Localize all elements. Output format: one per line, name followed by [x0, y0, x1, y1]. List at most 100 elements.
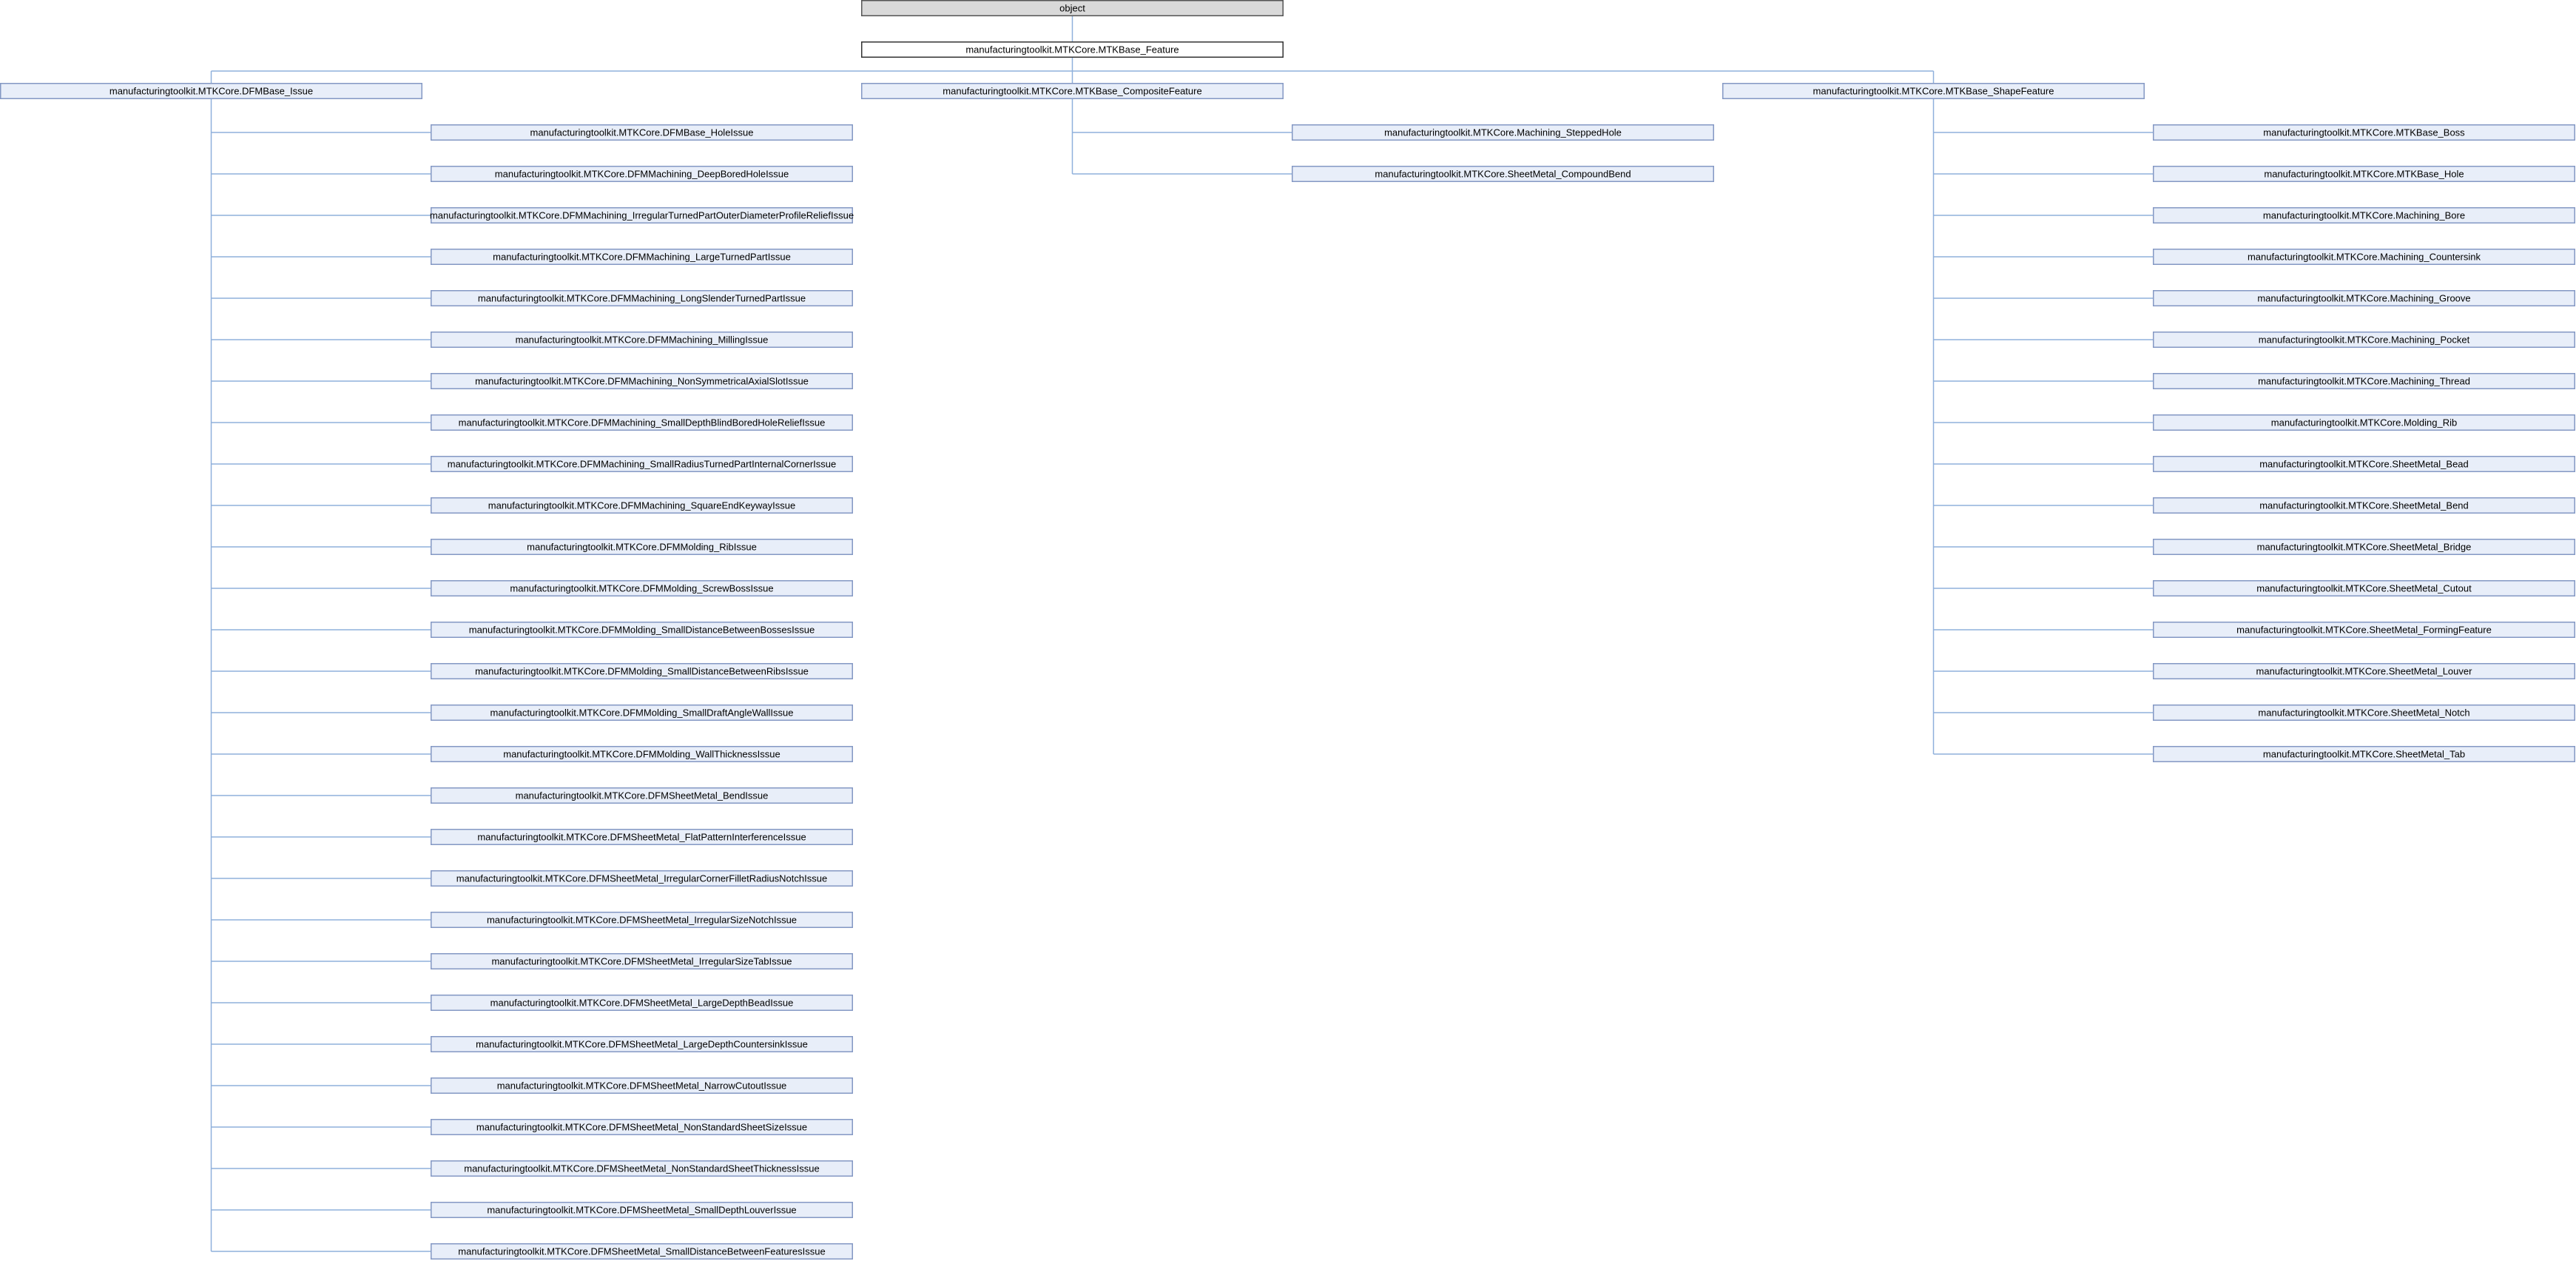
class-label[interactable]: object	[1059, 2, 1085, 13]
class-box[interactable]	[431, 1119, 853, 1135]
class-label[interactable]: manufacturingtoolkit.MTKCore.DFMMachinin…	[459, 417, 826, 428]
class-box[interactable]	[1722, 83, 2145, 99]
class-box[interactable]	[431, 787, 853, 804]
class-label[interactable]: manufacturingtoolkit.MTKCore.Machining_C…	[2248, 251, 2481, 262]
class-box[interactable]	[431, 166, 853, 182]
class-box[interactable]	[431, 746, 853, 762]
class-box[interactable]	[431, 1077, 853, 1094]
class-label[interactable]: manufacturingtoolkit.MTKCore.DFMBase_Iss…	[109, 85, 313, 96]
class-label[interactable]: manufacturingtoolkit.MTKCore.SheetMetal_…	[2263, 748, 2465, 759]
class-label[interactable]: manufacturingtoolkit.MTKCore.DFMSheetMet…	[497, 1080, 787, 1091]
class-label[interactable]: manufacturingtoolkit.MTKCore.DFMSheetMet…	[476, 1038, 808, 1049]
class-box[interactable]	[2153, 580, 2575, 596]
class-box[interactable]	[2153, 414, 2575, 431]
class-label[interactable]: manufacturingtoolkit.MTKCore.Machining_B…	[2263, 209, 2465, 221]
class-box[interactable]	[861, 83, 1284, 99]
class-box[interactable]	[431, 705, 853, 721]
class-label[interactable]: manufacturingtoolkit.MTKCore.DFMSheetMet…	[487, 914, 797, 925]
class-label[interactable]: manufacturingtoolkit.MTKCore.DFMMachinin…	[488, 500, 795, 511]
class-box[interactable]	[431, 290, 853, 306]
class-box[interactable]	[431, 663, 853, 679]
class-box[interactable]	[861, 0, 1284, 16]
class-box[interactable]	[431, 207, 853, 223]
class-label[interactable]: manufacturingtoolkit.MTKCore.Molding_Rib	[2271, 417, 2457, 428]
class-box[interactable]	[2153, 332, 2575, 348]
class-box[interactable]	[431, 829, 853, 845]
class-box[interactable]	[431, 995, 853, 1011]
class-box[interactable]	[1292, 166, 1714, 182]
class-label[interactable]: manufacturingtoolkit.MTKCore.SheetMetal_…	[2259, 458, 2469, 469]
class-label[interactable]: manufacturingtoolkit.MTKCore.SheetMetal_…	[2259, 500, 2469, 511]
class-label[interactable]: manufacturingtoolkit.MTKCore.SheetMetal_…	[1375, 168, 1631, 179]
class-box[interactable]	[431, 1243, 853, 1260]
class-box[interactable]	[2153, 663, 2575, 679]
class-box[interactable]	[2153, 456, 2575, 472]
class-label[interactable]: manufacturingtoolkit.MTKCore.DFMSheetMet…	[477, 831, 806, 842]
class-label[interactable]: manufacturingtoolkit.MTKCore.MTKBase_Hol…	[2264, 168, 2464, 179]
class-label[interactable]: manufacturingtoolkit.MTKCore.DFMMolding_…	[510, 582, 773, 593]
class-label[interactable]: manufacturingtoolkit.MTKCore.SheetMetal_…	[2256, 582, 2472, 593]
class-box[interactable]	[861, 41, 1284, 58]
class-label[interactable]: manufacturingtoolkit.MTKCore.DFMMolding_…	[527, 541, 757, 552]
class-label[interactable]: manufacturingtoolkit.MTKCore.DFMSheetMet…	[456, 872, 827, 884]
class-box[interactable]	[2153, 166, 2575, 182]
class-box[interactable]	[431, 332, 853, 348]
class-label[interactable]: manufacturingtoolkit.MTKCore.MTKBase_Fea…	[965, 44, 1179, 55]
class-label[interactable]: manufacturingtoolkit.MTKCore.DFMSheetMet…	[490, 997, 794, 1008]
class-label[interactable]: manufacturingtoolkit.MTKCore.DFMMachinin…	[493, 251, 791, 262]
class-label[interactable]: manufacturingtoolkit.MTKCore.Machining_P…	[2259, 334, 2470, 345]
class-label[interactable]: manufacturingtoolkit.MTKCore.DFMMachinin…	[430, 209, 854, 221]
class-box[interactable]	[431, 1160, 853, 1177]
class-box[interactable]	[2153, 207, 2575, 223]
class-box[interactable]	[431, 249, 853, 265]
class-box[interactable]	[431, 497, 853, 514]
class-label[interactable]: manufacturingtoolkit.MTKCore.Machining_T…	[2258, 375, 2470, 386]
class-label[interactable]: manufacturingtoolkit.MTKCore.DFMMachinin…	[448, 458, 837, 469]
class-box[interactable]	[431, 580, 853, 596]
class-box[interactable]	[2153, 539, 2575, 555]
class-box[interactable]	[0, 83, 422, 99]
class-label[interactable]: manufacturingtoolkit.MTKCore.DFMMachinin…	[478, 292, 806, 303]
class-box[interactable]	[431, 1036, 853, 1052]
class-box[interactable]	[431, 456, 853, 472]
class-box[interactable]	[431, 622, 853, 638]
class-box[interactable]	[431, 539, 853, 555]
class-label[interactable]: manufacturingtoolkit.MTKCore.Machining_G…	[2257, 292, 2470, 303]
class-label[interactable]: manufacturingtoolkit.MTKCore.DFMMolding_…	[475, 665, 809, 676]
class-label[interactable]: manufacturingtoolkit.MTKCore.DFMSheetMet…	[464, 1163, 820, 1174]
class-label[interactable]: manufacturingtoolkit.MTKCore.SheetMetal_…	[2257, 541, 2472, 552]
class-label[interactable]: manufacturingtoolkit.MTKCore.DFMMachinin…	[475, 375, 809, 386]
class-box[interactable]	[2153, 373, 2575, 389]
class-label[interactable]: manufacturingtoolkit.MTKCore.DFMSheetMet…	[458, 1245, 825, 1257]
class-label[interactable]: manufacturingtoolkit.MTKCore.SheetMetal_…	[2256, 665, 2473, 676]
class-box[interactable]	[2153, 290, 2575, 306]
class-label[interactable]: manufacturingtoolkit.MTKCore.SheetMetal_…	[2236, 624, 2492, 635]
class-label[interactable]: manufacturingtoolkit.MTKCore.DFMMachinin…	[516, 334, 769, 345]
class-label[interactable]: manufacturingtoolkit.MTKCore.DFMMolding_…	[503, 748, 780, 759]
class-label[interactable]: manufacturingtoolkit.MTKCore.DFMSheetMet…	[487, 1204, 796, 1215]
class-box[interactable]	[2153, 124, 2575, 141]
class-box[interactable]	[431, 1202, 853, 1218]
class-label[interactable]: manufacturingtoolkit.MTKCore.DFMBase_Hol…	[530, 127, 753, 138]
class-box[interactable]	[2153, 705, 2575, 721]
class-label[interactable]: manufacturingtoolkit.MTKCore.DFMMolding_…	[490, 707, 794, 718]
class-label[interactable]: manufacturingtoolkit.MTKCore.MTKBase_Bos…	[2263, 127, 2465, 138]
class-box[interactable]	[431, 953, 853, 969]
class-box[interactable]	[2153, 249, 2575, 265]
class-label[interactable]: manufacturingtoolkit.MTKCore.Machining_S…	[1384, 127, 1622, 138]
class-label[interactable]: manufacturingtoolkit.MTKCore.DFMMolding_…	[469, 624, 815, 635]
class-box[interactable]	[431, 912, 853, 928]
class-label[interactable]: manufacturingtoolkit.MTKCore.SheetMetal_…	[2258, 707, 2469, 718]
class-box[interactable]	[1292, 124, 1714, 141]
class-label[interactable]: manufacturingtoolkit.MTKCore.MTKBase_Com…	[943, 85, 1201, 96]
class-label[interactable]: manufacturingtoolkit.MTKCore.DFMSheetMet…	[516, 790, 769, 801]
class-label[interactable]: manufacturingtoolkit.MTKCore.MTKBase_Sha…	[1813, 85, 2054, 96]
class-box[interactable]	[2153, 497, 2575, 514]
class-box[interactable]	[431, 124, 853, 141]
class-box[interactable]	[2153, 746, 2575, 762]
class-box[interactable]	[431, 373, 853, 389]
class-label[interactable]: manufacturingtoolkit.MTKCore.DFMSheetMet…	[491, 955, 792, 966]
class-box[interactable]	[431, 414, 853, 431]
class-label[interactable]: manufacturingtoolkit.MTKCore.DFMSheetMet…	[476, 1121, 807, 1132]
class-box[interactable]	[2153, 622, 2575, 638]
